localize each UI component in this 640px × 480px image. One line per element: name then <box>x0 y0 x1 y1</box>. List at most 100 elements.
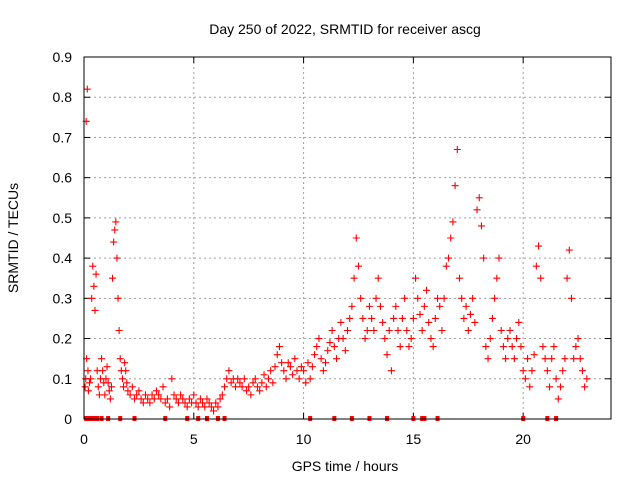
data-point <box>302 379 310 387</box>
data-point <box>240 375 248 383</box>
data-point <box>304 359 312 367</box>
data-point <box>519 367 527 375</box>
data-point <box>420 302 428 310</box>
y-tick-label: 0.8 <box>53 89 73 105</box>
data-point <box>423 286 431 294</box>
data-point <box>269 379 277 387</box>
data-point <box>497 327 505 335</box>
data-point <box>128 383 136 391</box>
x-tick-label: 10 <box>296 431 312 447</box>
data-point <box>530 351 538 359</box>
data-point <box>583 375 591 383</box>
data-point <box>352 234 360 242</box>
data-point <box>405 343 413 351</box>
data-point <box>392 302 400 310</box>
data-point <box>414 294 422 302</box>
data-point <box>157 395 165 403</box>
data-point <box>460 314 468 322</box>
data-point <box>199 399 207 407</box>
data-point <box>535 242 543 250</box>
y-tick-label: 0.7 <box>53 129 73 145</box>
x-axis-label: GPS time / hours <box>292 458 399 474</box>
data-point <box>247 391 255 399</box>
data-point <box>112 218 120 226</box>
y-tick-label: 0 <box>64 411 72 427</box>
data-point <box>517 343 525 351</box>
data-point <box>374 274 382 282</box>
data-point <box>556 383 564 391</box>
data-point <box>107 383 115 391</box>
data-point <box>365 302 373 310</box>
data-point <box>438 327 446 335</box>
data-point <box>212 399 220 407</box>
plot-frame <box>83 56 612 420</box>
data-point <box>308 363 316 371</box>
data-point <box>376 302 384 310</box>
data-point <box>210 407 218 415</box>
data-point <box>106 395 114 403</box>
data-point <box>85 379 93 387</box>
data-point <box>293 367 301 375</box>
data-point <box>234 375 242 383</box>
data-point <box>565 246 573 254</box>
data-point <box>440 294 448 302</box>
data-point <box>453 146 461 154</box>
data-point <box>442 262 450 270</box>
data-point <box>396 343 404 351</box>
data-point <box>141 391 149 399</box>
data-point <box>91 306 99 314</box>
data-point <box>306 375 314 383</box>
data-point <box>578 367 586 375</box>
y-tick-label: 0.1 <box>53 371 73 387</box>
data-point <box>273 351 281 359</box>
data-point <box>221 383 229 391</box>
data-point <box>262 383 270 391</box>
data-point <box>455 274 463 282</box>
y-tick-label: 0.2 <box>53 331 73 347</box>
data-point <box>278 359 286 367</box>
data-point <box>81 383 89 391</box>
y-tick-label: 0.6 <box>53 170 73 186</box>
data-point <box>563 274 571 282</box>
data-point <box>131 395 139 403</box>
data-point <box>372 294 380 302</box>
data-point <box>337 318 345 326</box>
data-point <box>196 395 204 403</box>
data-point <box>477 222 485 230</box>
data-point <box>267 367 275 375</box>
data-point <box>207 403 215 411</box>
data-point <box>101 391 109 399</box>
data-point <box>118 375 126 383</box>
data-point <box>116 355 124 363</box>
data-point <box>201 403 209 411</box>
data-point <box>370 327 378 335</box>
x-axis-ticks: 0 5 10 15 20 <box>80 57 531 447</box>
data-point <box>357 294 365 302</box>
data-point <box>462 302 470 310</box>
data-point <box>245 383 253 391</box>
data-point <box>135 387 143 395</box>
data-point <box>504 335 512 343</box>
data-point <box>258 379 266 387</box>
data-point <box>89 262 97 270</box>
data-point <box>242 387 250 395</box>
data-point <box>190 391 198 399</box>
data-point <box>346 314 354 322</box>
data-point <box>121 359 129 367</box>
data-point <box>425 318 433 326</box>
data-point <box>133 391 141 399</box>
data-point <box>291 355 299 363</box>
data-point <box>111 226 119 234</box>
data-point <box>227 379 235 387</box>
data-point <box>570 355 578 363</box>
data-point <box>311 351 319 359</box>
x-tick-label: 15 <box>406 431 422 447</box>
data-point <box>103 363 111 371</box>
data-point <box>418 327 426 335</box>
chart-title: Day 250 of 2022, SRMTID for receiver asc… <box>209 21 481 37</box>
data-point <box>506 327 514 335</box>
data-point <box>451 182 459 190</box>
data-point <box>109 274 117 282</box>
data-point <box>333 355 341 363</box>
